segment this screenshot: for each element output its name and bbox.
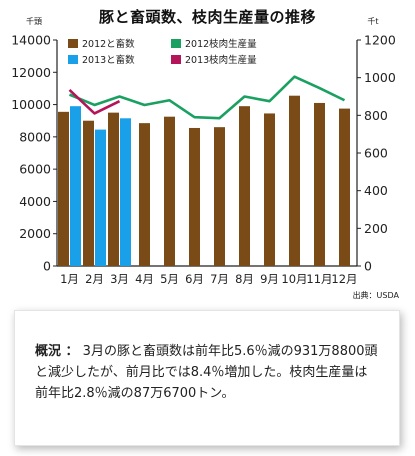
right-axis-unit: 千t	[367, 16, 378, 26]
bar-2012-slaughter	[58, 111, 69, 266]
x-tick-label: 6月	[185, 272, 204, 286]
legend-label: 2013枝肉生産量	[185, 54, 257, 66]
legend-label: 2012枝肉生産量	[185, 38, 257, 50]
bar-2013-slaughter	[120, 118, 131, 267]
line-2012-production	[69, 75, 346, 120]
left-tick-label: 4000	[19, 194, 51, 209]
x-tick-label: 4月	[135, 272, 154, 286]
right-tick-label: 200	[364, 221, 388, 236]
x-tick-label: 5月	[160, 272, 179, 286]
left-axis-unit: 千頭	[26, 16, 42, 26]
source-note: 出典：USDA	[352, 291, 399, 300]
left-tick-label: 12000	[11, 65, 51, 80]
bar-2012-slaughter	[139, 123, 150, 266]
x-tick-label: 2月	[85, 272, 104, 286]
right-tick-label: 0	[364, 259, 372, 274]
x-tick-label: 7月	[210, 272, 229, 286]
summary-text: 3月の豚と畜頭数は前年比5.6％減の931万8800頭と減少したが、前月比では8…	[35, 344, 378, 401]
bar-2013-slaughter	[95, 129, 106, 266]
left-tick-label: 0	[43, 259, 51, 274]
chart-title: 豚と畜頭数、枝肉生産量の推移	[98, 8, 316, 26]
x-tick-label: 8月	[235, 272, 254, 286]
line-2013-production	[68, 88, 121, 115]
summary-box: 概況 ： 3月の豚と畜頭数は前年比5.6％減の931万8800頭と減少したが、前…	[14, 310, 400, 446]
chart-area: 0 2000 4000 6000 8000 10000 12000 14000 千頭 0 200 40…	[11, 16, 396, 286]
legend-label: 2013と畜数	[82, 54, 135, 66]
bar-2012-slaughter	[108, 112, 119, 267]
legend-swatch	[171, 55, 181, 64]
right-tick-label: 800	[364, 108, 388, 123]
right-tick-label: 600	[364, 146, 388, 161]
legend-label: 2012と畜数	[82, 38, 135, 50]
bar-2012-slaughter	[289, 95, 300, 266]
x-tick-label: 10月	[281, 272, 307, 286]
bar-2012-slaughter	[339, 108, 350, 266]
summary-paragraph: 概況 ： 3月の豚と畜頭数は前年比5.6％減の931万8800頭と減少したが、前…	[35, 341, 379, 404]
legend-swatch	[68, 55, 78, 64]
left-tick-label: 2000	[19, 226, 51, 241]
bar-2012-slaughter	[314, 102, 325, 266]
bar-2012-slaughter	[189, 127, 200, 266]
left-tick-label: 10000	[11, 97, 51, 112]
x-tick-label: 9月	[260, 272, 279, 286]
bar-2012-slaughter	[214, 127, 225, 267]
legend-swatch	[68, 39, 78, 48]
right-tick-label: 1200	[364, 33, 396, 48]
x-tick-label: 1月	[60, 272, 79, 286]
left-tick-label: 6000	[19, 162, 51, 177]
bar-2012-slaughter	[264, 113, 275, 266]
legend-swatch	[171, 39, 181, 48]
left-tick-label: 14000	[11, 33, 51, 48]
bar-2012-slaughter	[239, 106, 250, 266]
x-tick-label: 12月	[331, 272, 357, 286]
right-tick-label: 1000	[364, 70, 396, 85]
bar-2012-slaughter	[83, 120, 94, 266]
left-tick-label: 8000	[19, 129, 51, 144]
bar-2013-slaughter	[70, 106, 81, 266]
x-tick-label: 3月	[110, 272, 129, 286]
right-tick-label: 400	[364, 183, 388, 198]
bar-2012-slaughter	[164, 116, 175, 266]
x-tick-label: 11月	[306, 272, 332, 286]
summary-label: 概況 ：	[35, 344, 79, 359]
